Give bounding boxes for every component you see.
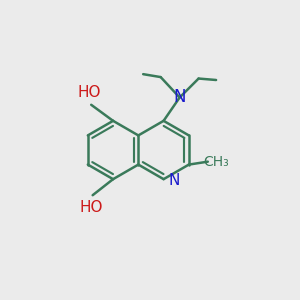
Text: CH₃: CH₃ bbox=[203, 155, 229, 169]
Text: HO: HO bbox=[80, 200, 103, 215]
Text: N: N bbox=[173, 88, 186, 106]
Text: HO: HO bbox=[78, 85, 101, 100]
Text: N: N bbox=[169, 173, 180, 188]
